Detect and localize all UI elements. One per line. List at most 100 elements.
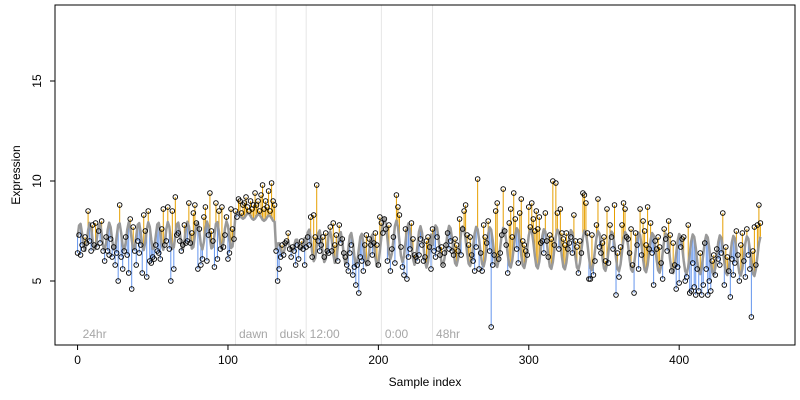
- data-point: [238, 210, 245, 216]
- data-point: [622, 206, 628, 212]
- data-point: [673, 286, 679, 292]
- data-point: [157, 256, 164, 262]
- data-point: [306, 242, 312, 248]
- data-point: [85, 208, 91, 214]
- data-point: [527, 224, 534, 230]
- data-point: [392, 260, 398, 266]
- data-point: [479, 268, 485, 274]
- data-point: [670, 240, 676, 246]
- data-point: [575, 270, 582, 276]
- data-point: [189, 230, 195, 236]
- annotation-label: dusk: [280, 327, 306, 341]
- data-point: [98, 218, 105, 224]
- data-point: [587, 276, 594, 282]
- data-point: [124, 252, 130, 258]
- data-point: [330, 220, 337, 226]
- data-point: [500, 186, 506, 192]
- data-point: [566, 240, 573, 246]
- data-point: [715, 256, 722, 262]
- data-point: [387, 268, 394, 274]
- data-point: [165, 204, 171, 210]
- data-point: [407, 246, 413, 252]
- data-point: [187, 240, 194, 246]
- data-point: [643, 242, 649, 248]
- data-point: [601, 234, 607, 240]
- data-point: [617, 244, 624, 250]
- data-point: [304, 234, 311, 240]
- data-point: [319, 234, 326, 240]
- data-point: [571, 212, 577, 218]
- data-point: [229, 226, 236, 232]
- data-point: [757, 220, 764, 226]
- data-point: [492, 208, 499, 214]
- data-point: [708, 288, 714, 294]
- data-point: [321, 254, 327, 260]
- data-point: [692, 292, 699, 298]
- data-point: [252, 190, 258, 196]
- annotation-label: dawn: [239, 327, 268, 341]
- data-point: [726, 268, 732, 274]
- data-point: [222, 232, 228, 238]
- x-tick-label: 300: [519, 353, 539, 367]
- data-point: [130, 224, 136, 230]
- data-point: [655, 234, 661, 240]
- data-point: [619, 222, 625, 228]
- data-point: [483, 240, 490, 246]
- x-axis-label: Sample index: [389, 375, 462, 389]
- data-point: [432, 254, 439, 260]
- data-point: [268, 180, 275, 186]
- data-point: [443, 242, 449, 248]
- data-point: [440, 262, 446, 268]
- data-point: [384, 258, 391, 264]
- data-point: [599, 240, 606, 246]
- data-point: [398, 244, 404, 250]
- data-point: [750, 248, 756, 254]
- data-point: [453, 242, 460, 248]
- data-point: [369, 252, 376, 258]
- data-point: [390, 234, 397, 240]
- data-point: [697, 250, 703, 256]
- data-point: [747, 266, 753, 272]
- data-point: [649, 250, 655, 256]
- y-tick-label: 10: [30, 174, 44, 188]
- data-point: [702, 240, 708, 246]
- data-point: [518, 196, 525, 202]
- data-point: [683, 274, 690, 280]
- data-point: [521, 242, 528, 248]
- data-point: [694, 266, 700, 272]
- data-point: [168, 278, 174, 284]
- data-point: [659, 276, 666, 282]
- data-point: [515, 260, 522, 266]
- x-axis: 0 100 200 300 400: [74, 345, 690, 367]
- data-point: [577, 238, 583, 244]
- data-point: [509, 234, 515, 240]
- data-point: [265, 188, 272, 194]
- data-point: [720, 210, 726, 216]
- data-point: [723, 244, 729, 250]
- data-point: [533, 208, 540, 214]
- data-point: [425, 234, 431, 240]
- data-point: [119, 266, 126, 272]
- data-point: [280, 252, 287, 258]
- data-point: [738, 242, 744, 248]
- data-point: [342, 254, 349, 260]
- data-point: [172, 194, 179, 200]
- data-point: [727, 294, 734, 300]
- data-point: [705, 292, 711, 298]
- data-point: [507, 206, 514, 212]
- data-point: [706, 278, 713, 284]
- data-point: [255, 198, 261, 204]
- data-point: [674, 264, 681, 270]
- data-point: [607, 222, 613, 228]
- data-point: [151, 256, 158, 262]
- data-point: [94, 244, 100, 250]
- data-point: [88, 248, 94, 254]
- data-point: [631, 290, 637, 296]
- data-point: [160, 206, 167, 212]
- data-point: [638, 252, 645, 258]
- data-point: [328, 248, 335, 254]
- data-point: [163, 238, 170, 244]
- data-point: [101, 258, 108, 264]
- data-point: [273, 248, 279, 254]
- data-point: [717, 262, 723, 268]
